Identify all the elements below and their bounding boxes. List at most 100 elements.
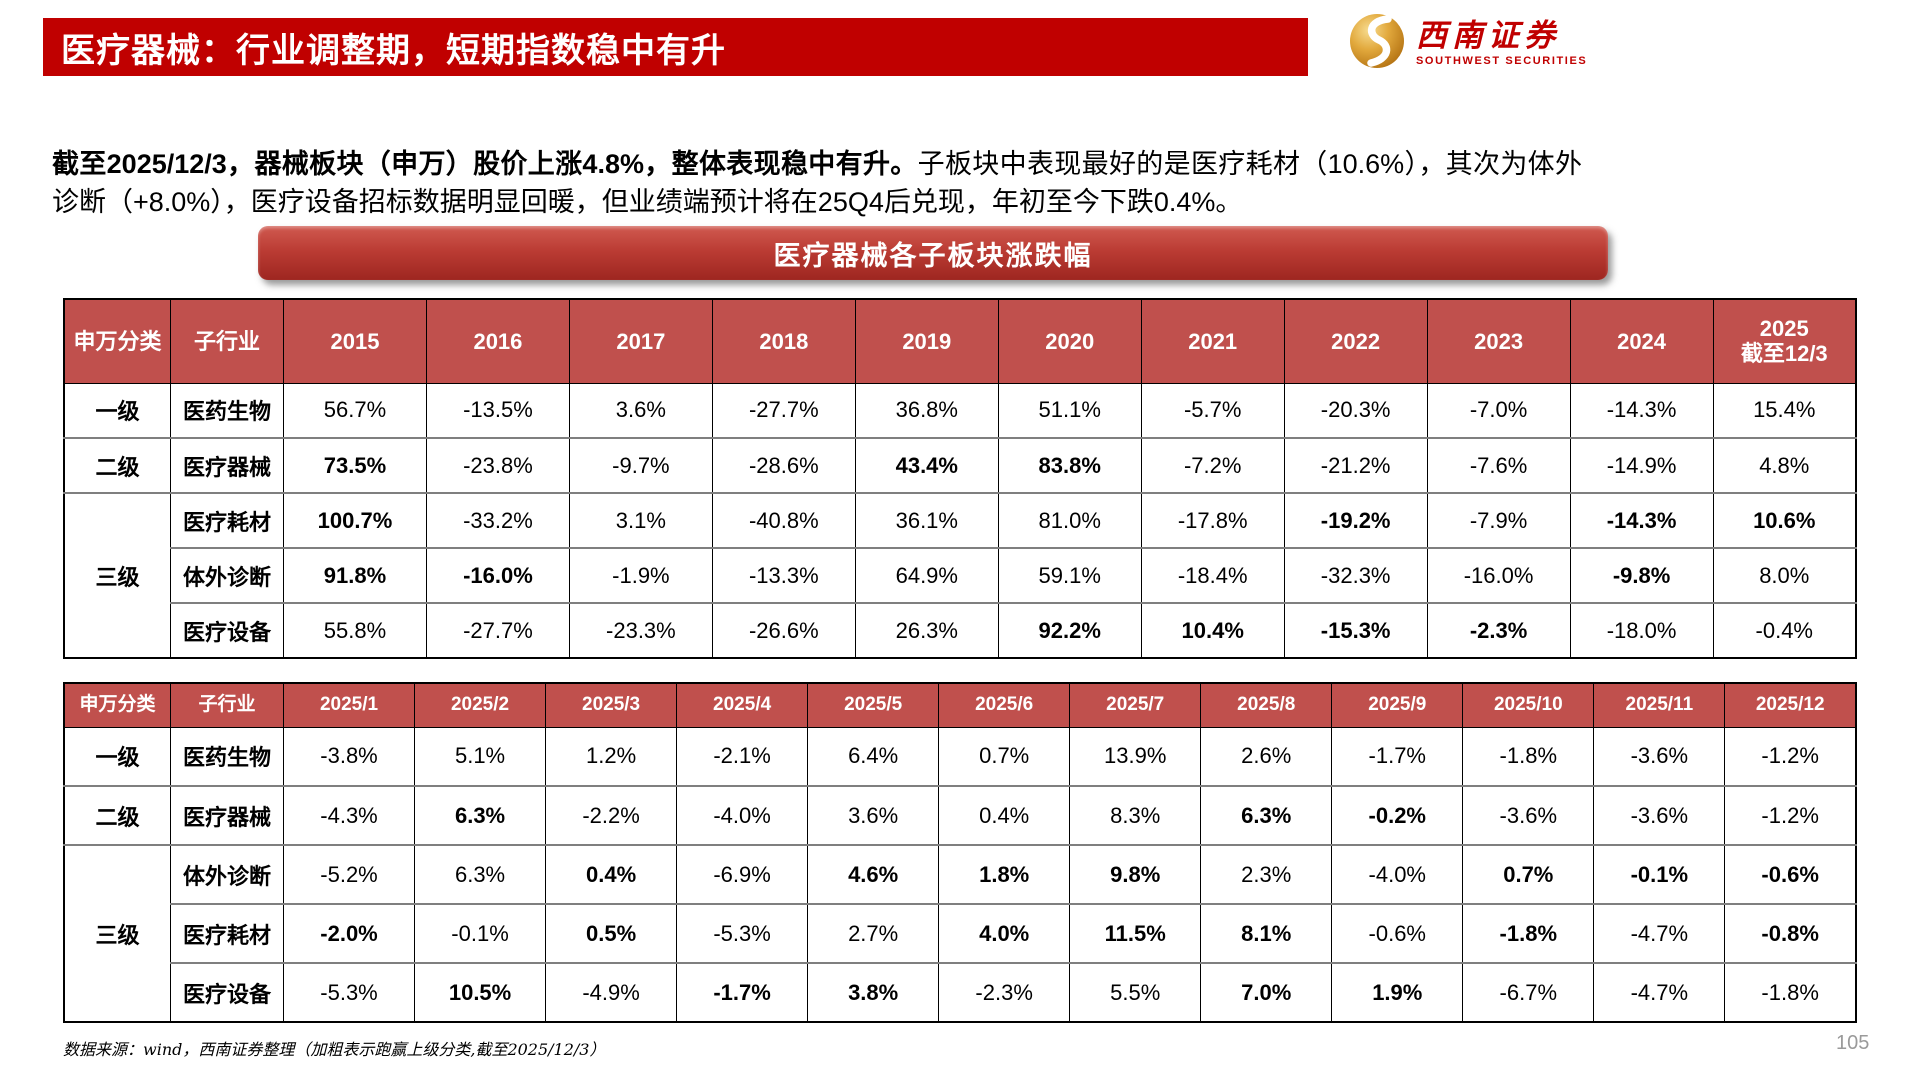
value-cell: 13.9% bbox=[1069, 726, 1202, 787]
value-cell: -2.3% bbox=[1426, 602, 1571, 659]
value-cell: 0.5% bbox=[545, 903, 678, 964]
value-cell: -28.6% bbox=[711, 437, 856, 494]
value-cell: 1.9% bbox=[1331, 962, 1464, 1023]
value-cell: -27.7% bbox=[711, 382, 856, 439]
value-cell: 2.7% bbox=[807, 903, 940, 964]
value-cell: -1.9% bbox=[568, 547, 713, 604]
value-cell: -13.5% bbox=[425, 382, 570, 439]
value-cell: -40.8% bbox=[711, 492, 856, 549]
value-cell: 6.3% bbox=[414, 785, 547, 846]
value-cell: -18.0% bbox=[1569, 602, 1714, 659]
value-cell: 2.3% bbox=[1200, 844, 1333, 905]
column-header: 2025/4 bbox=[676, 682, 809, 728]
value-cell: -14.3% bbox=[1569, 382, 1714, 439]
value-cell: 0.7% bbox=[1462, 844, 1595, 905]
value-cell: 91.8% bbox=[283, 547, 427, 604]
value-cell: -4.3% bbox=[282, 785, 416, 846]
value-cell: -26.6% bbox=[711, 602, 856, 659]
value-cell: -20.3% bbox=[1283, 382, 1428, 439]
column-header: 2025/5 bbox=[807, 682, 940, 728]
sub-industry-label: 医药生物 bbox=[170, 382, 284, 439]
value-cell: 9.8% bbox=[1069, 844, 1202, 905]
value-cell: -0.6% bbox=[1331, 903, 1464, 964]
value-cell: -2.0% bbox=[282, 903, 416, 964]
column-header: 2024 bbox=[1569, 298, 1714, 384]
sub-industry-label: 医疗器械 bbox=[170, 437, 284, 494]
value-cell: 0.4% bbox=[545, 844, 678, 905]
value-cell: 4.0% bbox=[938, 903, 1071, 964]
value-cell: -1.7% bbox=[676, 962, 809, 1023]
sub-industry-label: 医疗设备 bbox=[170, 602, 284, 659]
value-cell: 8.0% bbox=[1712, 547, 1857, 604]
value-cell: -32.3% bbox=[1283, 547, 1428, 604]
value-cell: 3.1% bbox=[568, 492, 713, 549]
value-cell: 36.1% bbox=[854, 492, 999, 549]
value-cell: 5.1% bbox=[414, 726, 547, 787]
table-row: 三级 医疗耗材 100.7% -33.2% 3.1% -40.8% 36.1% 81.0% -1… bbox=[63, 492, 1857, 659]
sub-industry-label: 医疗器械 bbox=[170, 785, 284, 846]
value-cell: -1.2% bbox=[1724, 726, 1857, 787]
value-cell: -0.2% bbox=[1331, 785, 1464, 846]
value-cell: 73.5% bbox=[283, 437, 427, 494]
value-cell: -23.8% bbox=[425, 437, 570, 494]
value-cell: -13.3% bbox=[711, 547, 856, 604]
column-header: 2021 bbox=[1140, 298, 1285, 384]
value-cell: -5.3% bbox=[282, 962, 416, 1023]
column-header: 2023 bbox=[1426, 298, 1571, 384]
table-row: 一级 医药生物 56.7% -13.5% 3.6% -27.7% 36.8% 51.1% -5.… bbox=[63, 382, 1857, 439]
column-header: 2025/7 bbox=[1069, 682, 1202, 728]
value-cell: -4.7% bbox=[1593, 903, 1726, 964]
class-level-label: 一级 bbox=[63, 382, 171, 439]
value-cell: -1.8% bbox=[1462, 903, 1595, 964]
value-cell: -9.8% bbox=[1569, 547, 1714, 604]
value-cell: -5.2% bbox=[282, 844, 416, 905]
section-banner-label: 医疗器械各子板块涨跌幅 bbox=[773, 240, 1093, 271]
column-header: 申万分类 bbox=[63, 682, 171, 728]
sub-industry-label: 医疗耗材 bbox=[170, 492, 284, 549]
column-header: 子行业 bbox=[170, 298, 284, 384]
class-level-label: 三级 bbox=[63, 844, 171, 1023]
value-cell: -0.8% bbox=[1724, 903, 1857, 964]
value-cell: 15.4% bbox=[1712, 382, 1857, 439]
value-cell: 4.8% bbox=[1712, 437, 1857, 494]
column-header: 2025/9 bbox=[1331, 682, 1464, 728]
value-cell: 4.6% bbox=[807, 844, 940, 905]
value-cell: -6.9% bbox=[676, 844, 809, 905]
sub-industry-label: 医疗耗材 bbox=[170, 903, 284, 964]
sub-industry-label: 体外诊断 bbox=[170, 844, 284, 905]
section-banner: 医疗器械各子板块涨跌幅 bbox=[258, 226, 1608, 280]
value-cell: -14.9% bbox=[1569, 437, 1714, 494]
column-header: 2022 bbox=[1283, 298, 1428, 384]
class-level-label: 二级 bbox=[63, 785, 171, 846]
value-cell: 59.1% bbox=[997, 547, 1142, 604]
value-cell: -7.2% bbox=[1140, 437, 1285, 494]
value-cell: 8.1% bbox=[1200, 903, 1333, 964]
value-cell: -27.7% bbox=[425, 602, 570, 659]
value-cell: 11.5% bbox=[1069, 903, 1202, 964]
value-cell: 2.6% bbox=[1200, 726, 1333, 787]
value-cell: -7.0% bbox=[1426, 382, 1571, 439]
value-cell: -5.3% bbox=[676, 903, 809, 964]
value-cell: 10.5% bbox=[414, 962, 547, 1023]
value-cell: 3.6% bbox=[568, 382, 713, 439]
value-cell: 1.2% bbox=[545, 726, 678, 787]
value-cell: -16.0% bbox=[1426, 547, 1571, 604]
value-cell: -1.7% bbox=[1331, 726, 1464, 787]
value-cell: -2.1% bbox=[676, 726, 809, 787]
value-cell: -17.8% bbox=[1140, 492, 1285, 549]
value-cell: -3.6% bbox=[1593, 785, 1726, 846]
column-header: 2017 bbox=[568, 298, 713, 384]
value-cell: -4.0% bbox=[676, 785, 809, 846]
value-cell: 10.4% bbox=[1140, 602, 1285, 659]
value-cell: 55.8% bbox=[283, 602, 427, 659]
value-cell: -4.7% bbox=[1593, 962, 1726, 1023]
column-header: 2019 bbox=[854, 298, 999, 384]
value-cell: -14.3% bbox=[1569, 492, 1714, 549]
value-cell: 64.9% bbox=[854, 547, 999, 604]
sub-industry-label: 体外诊断 bbox=[170, 547, 284, 604]
value-cell: 8.3% bbox=[1069, 785, 1202, 846]
column-header: 2025/8 bbox=[1200, 682, 1333, 728]
value-cell: 6.3% bbox=[414, 844, 547, 905]
value-cell: 56.7% bbox=[283, 382, 427, 439]
value-cell: -23.3% bbox=[568, 602, 713, 659]
